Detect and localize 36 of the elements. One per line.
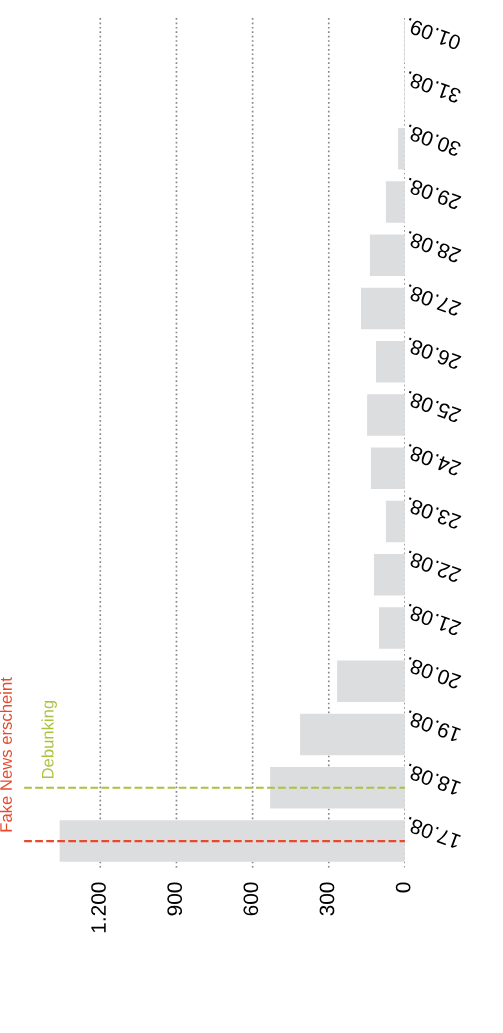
x-tick-label: 900 bbox=[167, 882, 183, 916]
y-tick-label: 19.08. bbox=[404, 710, 461, 743]
y-tick-label: 31.08. bbox=[404, 70, 462, 104]
y-tick-label: 28.08. bbox=[404, 230, 462, 264]
bar bbox=[370, 447, 405, 490]
y-tick-label: 30.08. bbox=[404, 124, 462, 157]
x-tick-label: 600 bbox=[243, 882, 259, 916]
x-tick-label: 0 bbox=[395, 882, 411, 893]
bar bbox=[375, 340, 405, 383]
y-tick-label: 18.08. bbox=[404, 763, 461, 796]
bar bbox=[270, 767, 405, 809]
bar bbox=[59, 820, 405, 862]
y-tick-label: 27.08. bbox=[404, 284, 462, 317]
y-tick-label: 21.08. bbox=[404, 603, 462, 637]
ref-line-label: Debunking bbox=[41, 700, 57, 779]
y-tick-label: 01.09. bbox=[404, 17, 462, 51]
bar bbox=[367, 394, 405, 436]
y-tick-label: 20.08. bbox=[404, 656, 462, 690]
bar bbox=[373, 553, 405, 596]
bar bbox=[369, 234, 405, 276]
bar bbox=[337, 660, 405, 703]
y-tick-label: 17.08. bbox=[404, 816, 461, 850]
bar bbox=[385, 500, 405, 543]
bar bbox=[300, 713, 405, 756]
y-tick-label: 25.08. bbox=[404, 390, 462, 424]
y-tick-label: 29.08. bbox=[404, 177, 462, 211]
y-tick-label: 24.08. bbox=[404, 443, 462, 477]
x-tick-label: 1.200 bbox=[91, 882, 106, 933]
y-tick-label: 22.08. bbox=[404, 550, 462, 584]
y-tick-label: 23.08. bbox=[404, 497, 462, 530]
x-tick-label: 300 bbox=[319, 882, 335, 916]
bar bbox=[379, 607, 405, 649]
ref-line-label: Fake News erscheint bbox=[0, 677, 12, 832]
bar bbox=[361, 287, 405, 330]
bar bbox=[385, 181, 405, 223]
y-tick-label: 26.08. bbox=[404, 337, 462, 370]
